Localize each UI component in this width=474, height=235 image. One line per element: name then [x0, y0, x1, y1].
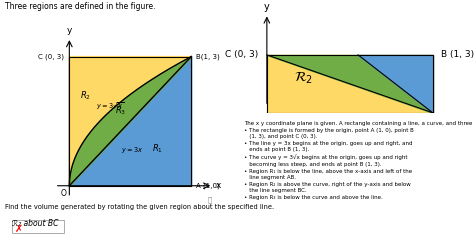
- Polygon shape: [267, 55, 433, 113]
- Text: y: y: [264, 2, 270, 12]
- Text: y: y: [67, 26, 72, 35]
- Text: The x y coordinate plane is given. A rectangle containing a line, a curve, and t: The x y coordinate plane is given. A rec…: [244, 121, 474, 200]
- Text: ✗: ✗: [15, 224, 23, 234]
- Text: ⓘ: ⓘ: [208, 196, 211, 203]
- Polygon shape: [69, 57, 191, 186]
- Text: B (1, 3): B (1, 3): [441, 50, 474, 59]
- Polygon shape: [358, 55, 433, 113]
- Polygon shape: [267, 55, 433, 113]
- Text: $R_2$: $R_2$: [80, 89, 91, 102]
- Text: $y=3x$: $y=3x$: [120, 145, 143, 155]
- Text: Three regions are defined in the figure.: Three regions are defined in the figure.: [5, 2, 155, 11]
- Text: $R_1$: $R_1$: [152, 143, 163, 155]
- Text: A (1,0): A (1,0): [196, 183, 220, 189]
- Text: O: O: [60, 189, 66, 198]
- Text: $y=3\sqrt{x}$: $y=3\sqrt{x}$: [96, 100, 124, 112]
- Text: C (0, 3): C (0, 3): [38, 53, 64, 60]
- Text: Find the volume generated by rotating the given region about the specified line.: Find the volume generated by rotating th…: [5, 204, 274, 211]
- Text: B(1, 3): B(1, 3): [196, 53, 220, 60]
- Text: $R_3$: $R_3$: [115, 104, 126, 117]
- Text: ℛ₂ about BC: ℛ₂ about BC: [12, 219, 58, 227]
- Text: x: x: [216, 181, 221, 190]
- Text: $\mathcal{R}_2$: $\mathcal{R}_2$: [294, 70, 313, 86]
- Text: C (0, 3): C (0, 3): [225, 50, 258, 59]
